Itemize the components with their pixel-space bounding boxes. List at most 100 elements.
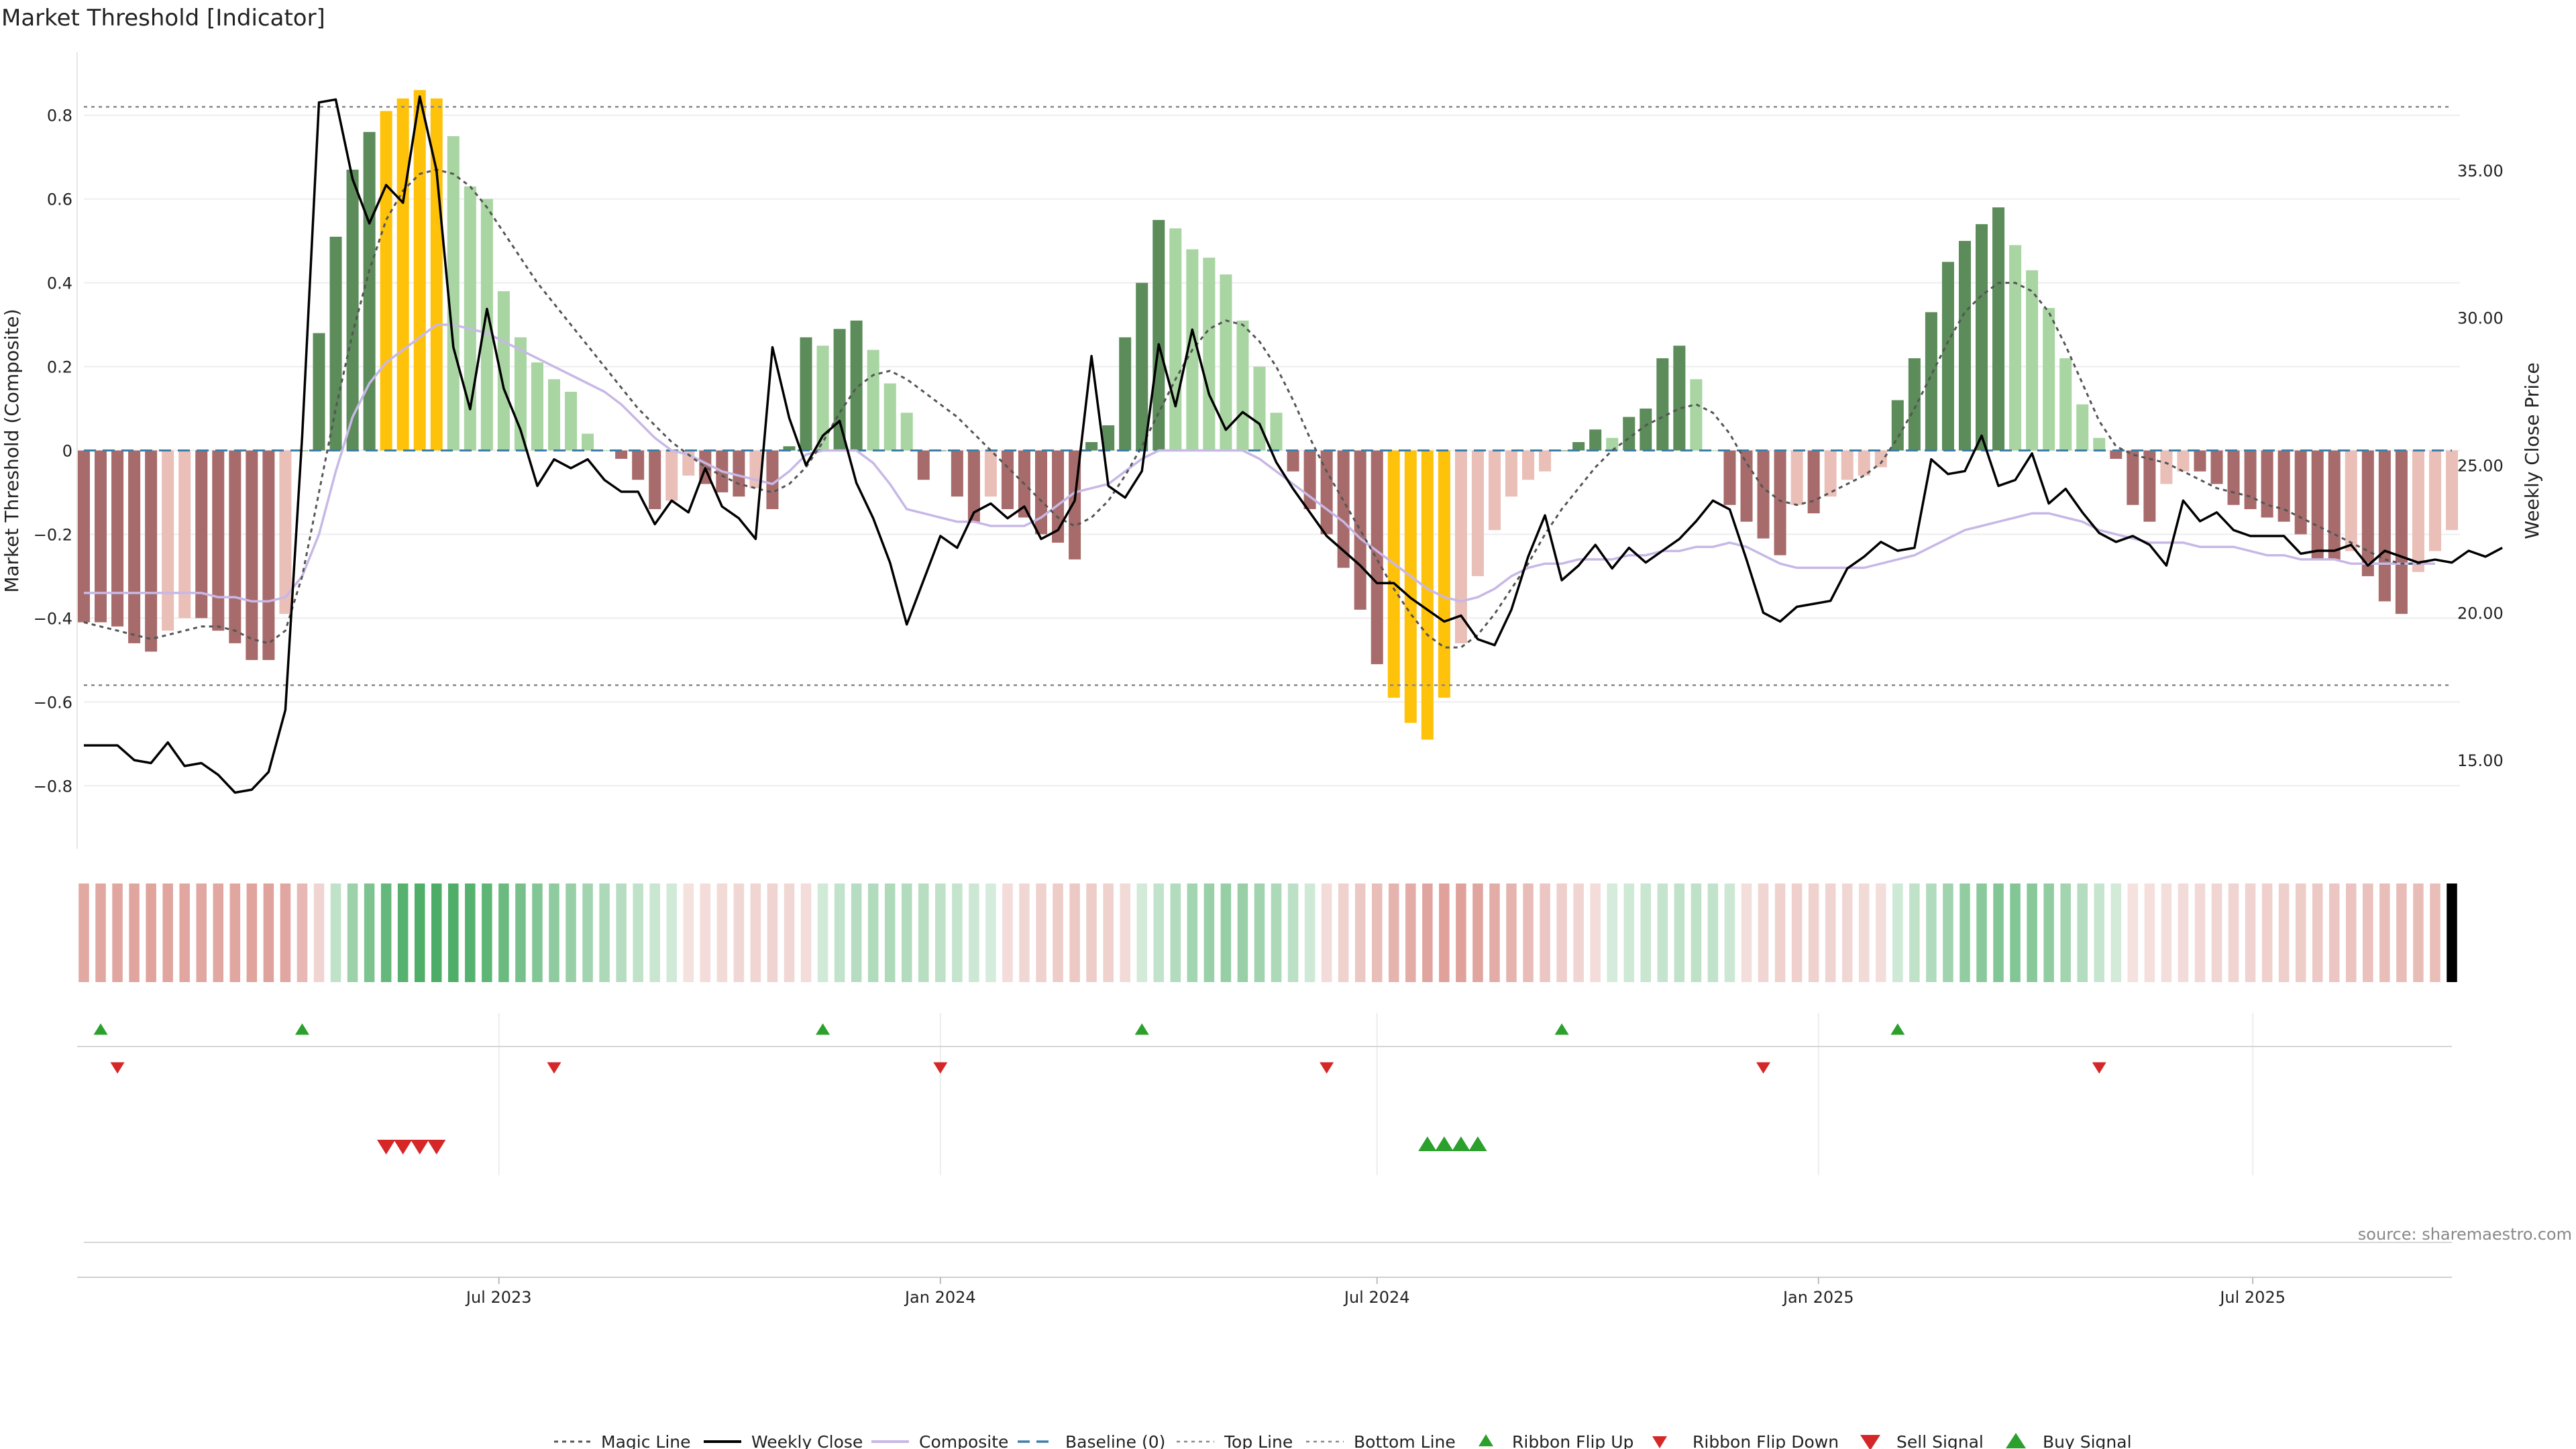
composite-bar <box>2227 450 2240 505</box>
ribbon-cell <box>2328 883 2340 982</box>
composite-bar <box>1673 345 1686 451</box>
ribbon-flip-down-marker <box>2092 1062 2106 1074</box>
ribbon-cell <box>2094 883 2105 982</box>
composite-bar <box>2143 450 2156 522</box>
ribbon-flip-up-marker <box>1554 1023 1569 1035</box>
composite-bar <box>800 337 812 451</box>
composite-bar <box>497 291 510 451</box>
composite-bar <box>2345 450 2357 551</box>
composite-bar <box>1270 413 1283 451</box>
ribbon-cell <box>549 883 559 982</box>
ribbon-cell <box>1472 883 1483 982</box>
ribbon-cell <box>1523 883 1534 982</box>
composite-bar <box>615 450 628 459</box>
composite-bar <box>1925 312 1937 451</box>
legend-weekly-close: Weekly Close <box>751 1432 863 1449</box>
ribbon-cell <box>1422 883 1433 982</box>
composite-bar <box>951 450 963 497</box>
composite-bar <box>1236 320 1249 451</box>
composite-bar <box>816 345 829 451</box>
composite-bar <box>850 320 863 451</box>
composite-bar <box>111 450 124 627</box>
composite-bar <box>1337 450 1350 568</box>
x-tick-label: Jul 2023 <box>465 1288 532 1307</box>
ribbon-cell <box>1993 883 2004 982</box>
ribbon-cell <box>1960 883 1970 982</box>
composite-bar <box>883 383 896 451</box>
ribbon-cell <box>582 883 593 982</box>
ribbon-flip-down-markers <box>110 1062 2106 1074</box>
ribbon-cell <box>129 883 140 982</box>
composite-bar <box>1757 450 1770 539</box>
ribbon-cell <box>246 883 258 982</box>
ribbon-cell <box>1220 883 1232 982</box>
ribbon-cell <box>1389 883 1399 982</box>
legend-sell-signal-swatch <box>1860 1435 1880 1449</box>
ribbon-cell <box>985 883 996 982</box>
ribbon-cell <box>1036 883 1046 982</box>
composite-bar <box>1908 358 1921 451</box>
ribbon-cell <box>649 883 660 982</box>
ribbon-cell <box>969 883 979 982</box>
ribbon-cell <box>1187 883 1198 982</box>
composite-bar <box>313 333 325 451</box>
composite-line <box>84 323 2435 603</box>
main-panel: 0.8 0.6 0.4 0.2 0 −0.2 −0.4 −0.6 −0.8 35.00 30.00… <box>1 52 2543 1175</box>
left-tick-label: 0.8 <box>47 107 72 125</box>
ribbon-cell <box>1287 883 1299 982</box>
ribbon-cell <box>431 883 442 982</box>
ribbon-cell <box>1271 883 1282 982</box>
composite-bar <box>1623 417 1635 451</box>
ribbon-flip-up-marker <box>1890 1023 1905 1035</box>
composite-bar <box>178 450 191 619</box>
composite-bar <box>900 413 913 451</box>
vertical-gridlines <box>498 1013 2254 1175</box>
composite-bar <box>1404 450 1417 723</box>
ribbon-cell <box>1943 883 1953 982</box>
ribbon-cell <box>465 883 476 982</box>
composite-bar <box>1169 228 1182 451</box>
ribbon-cell <box>800 883 812 982</box>
sell-signal-marker <box>394 1140 413 1155</box>
legend-sell-signal: Sell Signal <box>1896 1432 1984 1449</box>
ribbon-cell <box>1607 883 1617 982</box>
ribbon-cell <box>1321 883 1332 982</box>
composite-bar <box>1320 450 1333 535</box>
composite-bar <box>2277 450 2290 522</box>
composite-bar <box>329 236 342 451</box>
composite-bar <box>665 450 678 501</box>
ribbon-cell <box>1371 883 1383 982</box>
ribbon-flip-down-marker <box>933 1062 948 1074</box>
ribbon-flip-down-marker <box>110 1062 125 1074</box>
ribbon-cell <box>2312 883 2323 982</box>
composite-bar <box>346 169 359 451</box>
ribbon-cell <box>2346 883 2357 982</box>
ribbon-cell <box>952 883 963 982</box>
composite-bar <box>1790 450 1803 505</box>
ribbon-cell <box>2396 883 2407 982</box>
composite-bar <box>1740 450 1753 522</box>
composite-bar <box>2076 404 2089 451</box>
ribbon-cell <box>1808 883 1819 982</box>
ribbon-flip-up-marker <box>93 1023 108 1035</box>
legend-buy-signal-swatch <box>2006 1433 2026 1448</box>
ribbon-cell <box>213 883 224 982</box>
ribbon-cell <box>347 883 358 982</box>
composite-bar <box>547 379 561 451</box>
ribbon-cell <box>1623 883 1635 982</box>
right-tick-label: 15.00 <box>2457 751 2504 770</box>
ribbon-cell <box>2161 883 2172 982</box>
left-tick-label: 0.6 <box>47 191 72 209</box>
ribbon-cell <box>297 883 308 982</box>
composite-bar <box>279 450 292 614</box>
composite-bar <box>565 392 578 451</box>
ribbon-cell <box>901 883 912 982</box>
ribbon-cell <box>1892 883 1903 982</box>
ribbon-cell <box>1841 883 1853 982</box>
ribbon-cell <box>1640 883 1652 982</box>
sell-signal-marker <box>411 1140 429 1155</box>
buy-signal-marker <box>1468 1136 1487 1151</box>
ribbon-cell <box>2261 883 2273 982</box>
legend: Magic Line Weekly Close Composite Baseli… <box>554 1432 2132 1449</box>
